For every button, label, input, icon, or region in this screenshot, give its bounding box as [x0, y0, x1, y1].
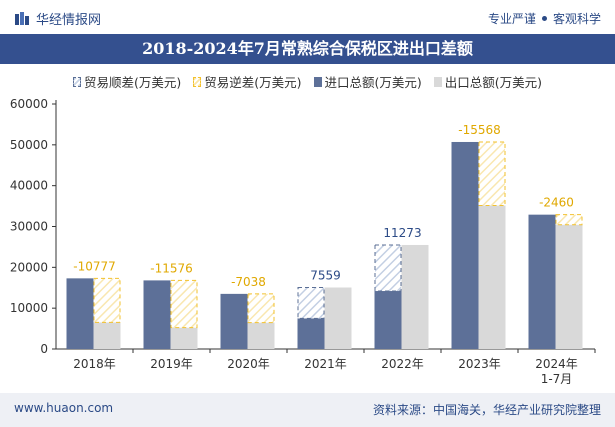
bar-import[interactable]: [220, 293, 248, 349]
legend-swatch-import: [313, 76, 322, 87]
bar-trade-deficit[interactable]: [93, 277, 121, 323]
bar-import[interactable]: [66, 278, 94, 349]
x-tick-label: 2023年: [458, 357, 501, 371]
x-tick-label: 2024年: [535, 357, 578, 371]
legend-swatch-deficit: [193, 76, 202, 87]
data-label-balance: -10777: [73, 259, 116, 273]
bar-import[interactable]: [528, 214, 556, 349]
legend-item-deficit[interactable]: 贸易逆差(万美元): [193, 72, 302, 91]
bar-trade-surplus[interactable]: [374, 244, 402, 292]
tagline-left: 专业严谨: [487, 12, 536, 26]
legend-item-export[interactable]: 出口总额(万美元): [433, 72, 543, 91]
legend-label-import: 进口总额(万美元): [324, 75, 422, 90]
legend-swatch-surplus: [72, 76, 81, 87]
x-tick-label: 2020年: [227, 357, 270, 371]
bar-export[interactable]: [324, 287, 352, 349]
header-bar: 华经情报网 专业严谨 客观科学: [0, 0, 615, 34]
bar-export[interactable]: [170, 327, 198, 349]
footer-bar: www.huaon.com 资料来源：中国海关，华经产业研究院整理: [0, 393, 615, 427]
bar-export[interactable]: [93, 322, 121, 349]
bar-trade-surplus[interactable]: [297, 287, 325, 319]
x-tick-label: 2022年: [381, 357, 424, 371]
data-label-balance: -15568: [458, 123, 501, 137]
data-label-balance: -7038: [231, 275, 266, 289]
brand[interactable]: 华经情报网: [14, 9, 101, 28]
bar-trade-deficit[interactable]: [247, 293, 275, 324]
chart-title: 2018-2024年7月常熟综合保税区进出口差额: [142, 39, 473, 58]
source-note: 资料来源：中国海关，华经产业研究院整理: [372, 403, 601, 417]
bar-trade-deficit[interactable]: [170, 279, 198, 329]
bar-export[interactable]: [247, 322, 275, 349]
data-label-balance: -11576: [150, 261, 193, 275]
x-tick-label: 2021年: [304, 357, 347, 371]
title-bar: 2018-2024年7月常熟综合保税区进出口差额: [0, 34, 615, 64]
tagline-right: 客观科学: [552, 12, 601, 26]
y-tick-label: 30000: [10, 220, 48, 234]
y-tick-label: 40000: [10, 179, 48, 193]
legend-item-surplus[interactable]: 贸易顺差(万美元): [72, 72, 182, 91]
bar-import[interactable]: [143, 280, 171, 349]
y-tick-label: 20000: [10, 260, 48, 274]
y-tick-label: 50000: [10, 138, 48, 152]
bar-import[interactable]: [451, 141, 479, 349]
separator-dot-icon: [541, 16, 547, 21]
x-tick-label: 2018年: [73, 357, 116, 371]
tagline: 专业严谨 客观科学: [488, 10, 601, 27]
bar-trade-deficit[interactable]: [478, 141, 506, 207]
y-tick-label: 10000: [10, 301, 48, 315]
data-label-balance: -2460: [539, 196, 574, 210]
brand-name: 华经情报网: [36, 13, 102, 28]
legend-label-export: 出口总额(万美元): [444, 75, 543, 90]
bar-trade-deficit[interactable]: [555, 214, 583, 226]
bar-export[interactable]: [401, 244, 429, 349]
bar-export[interactable]: [555, 224, 583, 349]
y-tick-label: 0: [40, 342, 48, 356]
legend-label-surplus: 贸易顺差(万美元): [83, 75, 182, 90]
bars-group: [66, 141, 583, 349]
x-tick-label-line2: 1-7月: [541, 372, 573, 386]
website-link[interactable]: www.huaon.com: [14, 401, 114, 415]
x-tick-label: 2019年: [150, 357, 193, 371]
chart-legend: 贸易顺差(万美元) 贸易逆差(万美元) 进口总额(万美元) 出口总额(万美元): [0, 72, 615, 91]
huajing-logo-icon: [15, 11, 29, 25]
bar-export[interactable]: [478, 205, 506, 349]
legend-item-import[interactable]: 进口总额(万美元): [313, 72, 422, 91]
labels-group: -10777 -11576 -7038 7559 11273 -15568 -2460: [73, 123, 574, 289]
y-tick-label: 60000: [10, 97, 48, 111]
data-label-balance: 11273: [383, 226, 421, 240]
bar-import[interactable]: [374, 291, 402, 349]
legend-label-deficit: 贸易逆差(万美元): [204, 75, 302, 90]
legend-swatch-export: [433, 76, 442, 87]
bar-import[interactable]: [297, 318, 325, 349]
data-label-balance: 7559: [310, 269, 341, 283]
